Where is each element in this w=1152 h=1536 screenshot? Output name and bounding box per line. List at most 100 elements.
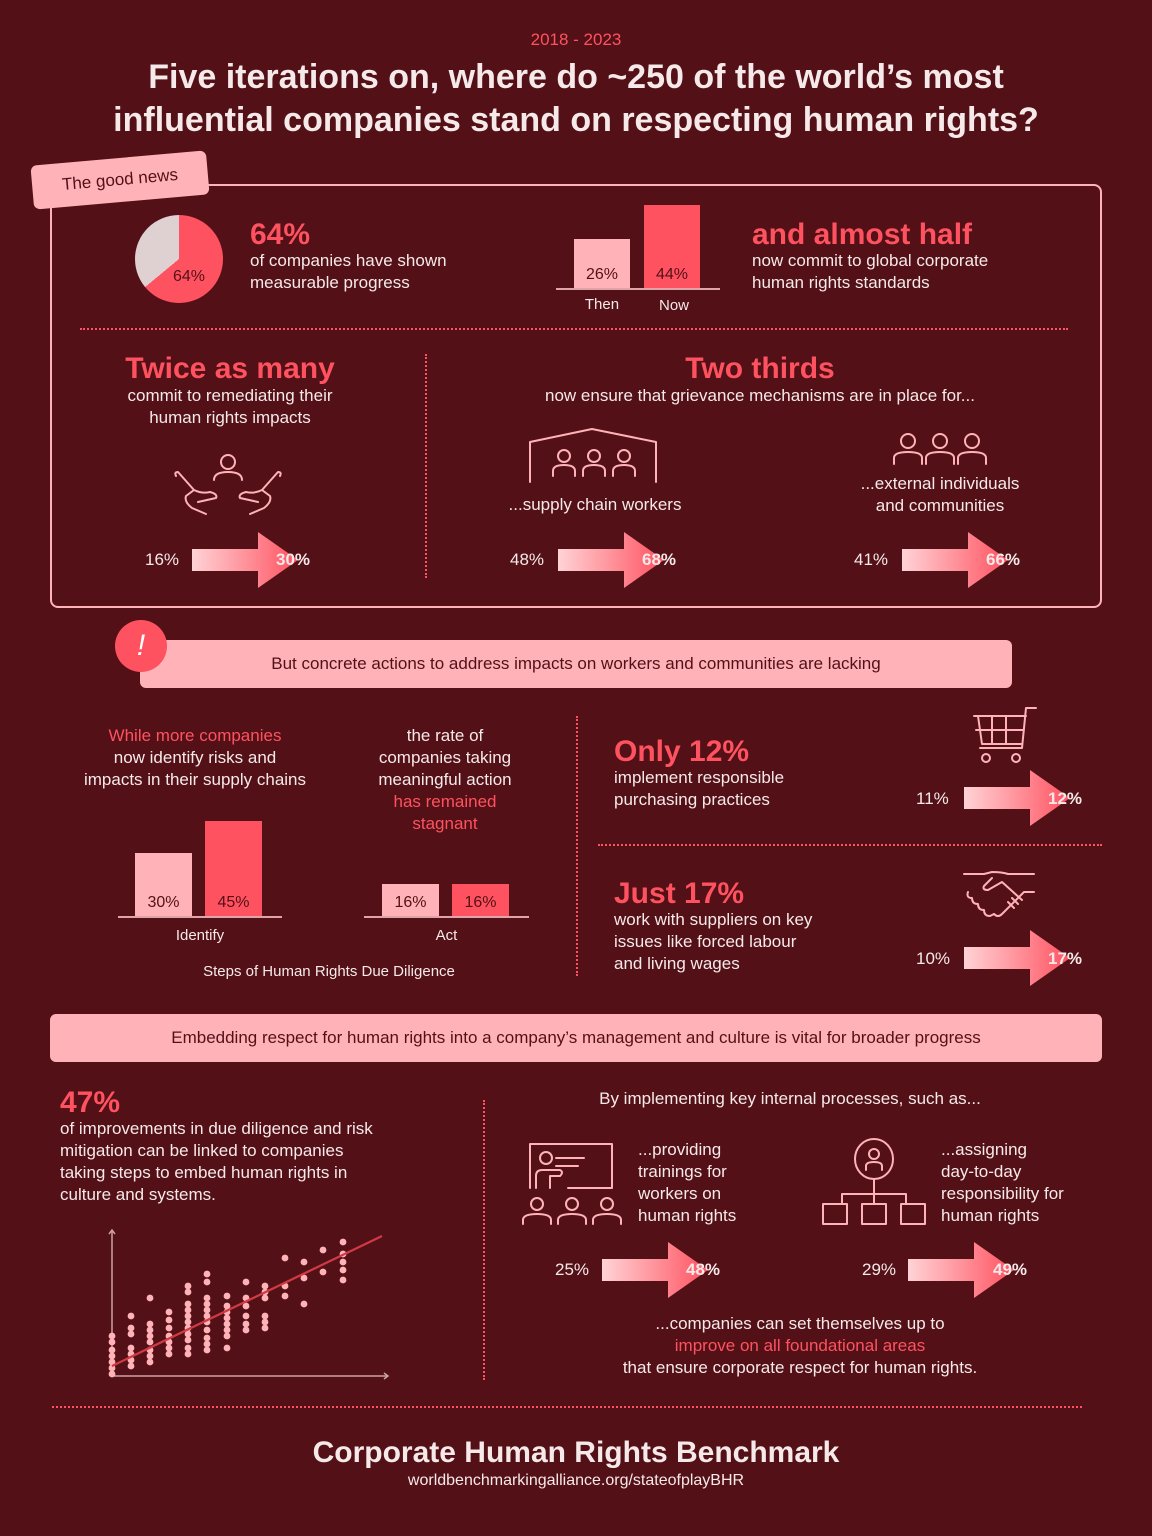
processes-intro: By implementing key internal processes, … [599, 1089, 981, 1108]
standards-headline: and almost half [752, 218, 973, 251]
purchasing-headline: Only 12% [614, 735, 750, 768]
bar-baseline [364, 916, 529, 918]
text-line: issues like forced labour [614, 932, 797, 951]
text-line: now commit to global corporate [752, 251, 989, 270]
factory-workers-icon [529, 428, 657, 483]
bar-baseline [118, 916, 282, 918]
bar-value: 26% [585, 266, 619, 283]
divider [598, 844, 1102, 846]
text-line: trainings for [638, 1162, 727, 1181]
increase-arrow-icon [908, 1242, 1014, 1298]
identify-label: Identify [175, 927, 225, 944]
footer-title: Corporate Human Rights Benchmark [312, 1436, 840, 1469]
org-chart-icon [822, 1138, 926, 1225]
external-label: ...external individuals and communities [820, 473, 1060, 517]
bar-now: 44% [644, 205, 700, 288]
remediation-from: 16% [145, 550, 180, 569]
purchasing-to: 12% [1048, 789, 1083, 808]
footer-divider [52, 1406, 1082, 1408]
responsibility-from: 29% [862, 1260, 897, 1279]
text-line: taking steps to embed human rights in [60, 1163, 348, 1182]
remediation-text: commit to remediating their human rights… [60, 385, 400, 429]
then-label: Then [584, 296, 620, 313]
suppliers-to: 17% [1048, 949, 1083, 968]
lacking-banner: But concrete actions to address impacts … [140, 640, 1012, 688]
increase-arrow-icon [558, 532, 664, 588]
grievance-headline: Two thirds [685, 352, 835, 385]
purchasing-from: 11% [916, 789, 949, 808]
text-line: human rights [638, 1206, 737, 1225]
text-line: measurable progress [250, 273, 410, 292]
title-line-2: influential companies stand on respectin… [113, 101, 1039, 139]
bar-baseline [556, 288, 720, 290]
increase-arrow-icon [964, 930, 1070, 986]
pie-label: 64% [173, 268, 206, 285]
footer-url-link[interactable]: worldbenchmarkingalliance.org/stateofpla… [407, 1472, 745, 1489]
supply-chain-from: 48% [510, 550, 545, 569]
scatter-plot-chart [108, 1228, 390, 1380]
text-line: companies taking [378, 748, 512, 767]
text-line: that ensure corporate respect for human … [622, 1358, 978, 1377]
hands-holding-person-icon [174, 454, 282, 515]
text-line: human rights [941, 1206, 1040, 1225]
page-title: Five iterations on, where do ~250 of the… [0, 56, 1152, 142]
embedding-banner: Embedding respect for human rights into … [50, 1014, 1102, 1062]
suppliers-from: 10% [916, 949, 951, 968]
increase-arrow-icon [964, 770, 1070, 826]
conclusion-text: ...companies can set themselves up to im… [500, 1313, 1100, 1379]
exclamation-icon: ! [115, 620, 167, 672]
community-people-icon [893, 433, 987, 465]
progress-headline: 64% [250, 218, 311, 251]
act-bar-now: 16% [452, 884, 509, 916]
progress-pie-chart [135, 215, 223, 303]
act-text: the rate of companies taking meaningful … [350, 725, 540, 835]
identify-bar-now: 45% [205, 821, 262, 916]
text-line: improve on all foundational areas [674, 1336, 926, 1355]
date-range: 2018 - 2023 [530, 30, 622, 49]
text-line: now identify risks and [113, 748, 277, 767]
text-line: ...external individuals [860, 474, 1020, 493]
text-line: While more companies [108, 726, 282, 745]
title-line-1: Five iterations on, where do ~250 of the… [148, 58, 1004, 96]
standards-text: now commit to global corporate human rig… [752, 250, 988, 294]
increase-arrow-icon [602, 1242, 708, 1298]
good-news-panel [50, 184, 1102, 608]
text-line: culture and systems. [60, 1185, 216, 1204]
text-line: has remained [393, 792, 497, 811]
bar-then: 26% [574, 239, 630, 288]
external-from: 41% [854, 550, 889, 569]
bar-value: 16% [394, 894, 427, 911]
responsibility-text: ...assigning day-to-day responsibility f… [941, 1139, 1064, 1227]
divider [483, 1100, 485, 1380]
text-line: mitigation can be linked to companies [60, 1141, 344, 1160]
shopping-cart-icon [973, 707, 1037, 763]
text-line: human rights impacts [149, 408, 311, 427]
act-bar-then: 16% [382, 884, 439, 916]
now-label: Now [658, 297, 689, 314]
suppliers-headline: Just 17% [614, 877, 745, 910]
progress-text: of companies have shown measurable progr… [250, 250, 447, 294]
text-line: impacts in their supply chains [83, 770, 307, 789]
divider [80, 328, 1068, 330]
text-line: ...providing [638, 1140, 722, 1159]
trainings-text: ...providing trainings for workers on hu… [638, 1139, 736, 1227]
supply-chain-label: ...supply chain workers [508, 495, 682, 514]
remediation-to: 30% [276, 550, 311, 569]
text-line: work with suppliers on key [614, 910, 813, 929]
training-presentation-icon [522, 1143, 622, 1225]
external-to: 66% [986, 550, 1021, 569]
text-line: responsibility for [941, 1184, 1064, 1203]
embedding-headline: 47% [60, 1086, 121, 1119]
bar-value: 45% [217, 894, 250, 911]
act-label: Act [435, 927, 458, 944]
divider [425, 354, 427, 578]
identify-bar-then: 30% [135, 853, 192, 916]
identify-text: While more companies now identify risks … [50, 725, 340, 791]
text-line: ...companies can set themselves up to [655, 1314, 945, 1333]
purchasing-text: implement responsible purchasing practic… [614, 767, 784, 811]
responsibility-to: 49% [993, 1260, 1028, 1279]
text-line: of improvements in due diligence and ris… [60, 1119, 373, 1138]
text-line: day-to-day [941, 1162, 1022, 1181]
increase-arrow-icon [902, 532, 1008, 588]
divider [576, 716, 578, 976]
